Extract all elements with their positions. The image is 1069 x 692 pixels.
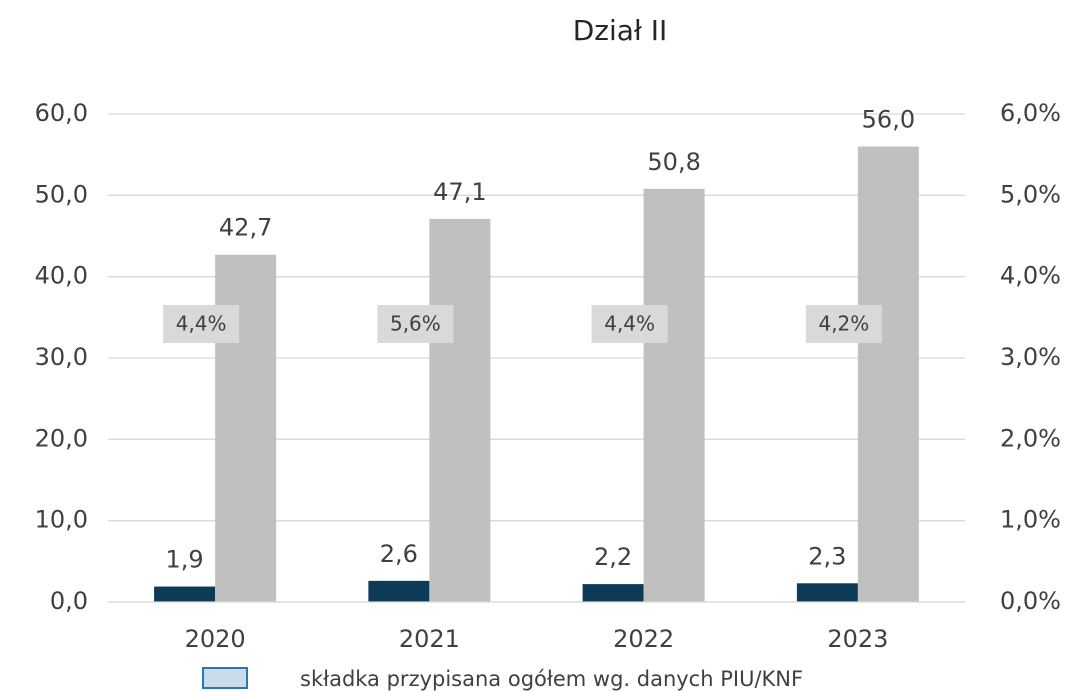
value-label: 42,7	[219, 214, 272, 242]
ratio-label: 4,4%	[176, 312, 227, 336]
y-tick-label: 20,0	[35, 424, 88, 452]
y-tick-label: 50,0	[35, 180, 88, 208]
y-tick-label: 10,0	[35, 506, 88, 534]
ratio-label-box	[591, 305, 668, 343]
value-label: 1,9	[166, 546, 204, 574]
value-label: 2,3	[808, 542, 846, 570]
value-label: 47,1	[433, 178, 486, 206]
ratio-point	[412, 144, 418, 150]
ratio-label: 5,6%	[390, 312, 441, 336]
y2-tick-label: 2,0%	[1000, 424, 1061, 452]
bar	[154, 586, 216, 602]
y-tick-label: 40,0	[35, 262, 88, 290]
y2-tick-label: 0,0%	[1000, 587, 1061, 615]
y-tick-label: 30,0	[35, 343, 88, 371]
ratio-label: 4,4%	[604, 312, 655, 336]
value-label: 50,8	[647, 148, 700, 176]
ratio-point	[198, 241, 204, 247]
bar	[582, 584, 644, 602]
bar	[857, 146, 919, 603]
y-tick-label: 60,0	[35, 99, 88, 127]
chart-title: Dział II	[573, 14, 668, 47]
ratio-point	[841, 257, 847, 263]
value-label: 2,6	[380, 540, 418, 568]
bar	[429, 218, 491, 603]
bar	[368, 580, 430, 602]
ratio-label-box	[377, 305, 454, 343]
legend-label: składka przypisana ogółem wg. danych PIU…	[300, 667, 803, 691]
ratio-point	[627, 241, 633, 247]
bar	[796, 583, 858, 602]
ratio-label-box	[163, 305, 240, 343]
y2-tick-label: 3,0%	[1000, 343, 1061, 371]
x-tick-label: 2020	[185, 625, 246, 653]
value-label: 2,2	[594, 543, 632, 571]
value-label: 56,0	[862, 106, 915, 134]
x-tick-label: 2022	[613, 625, 674, 653]
y2-tick-label: 1,0%	[1000, 506, 1061, 534]
x-tick-label: 2023	[827, 625, 888, 653]
y2-tick-label: 5,0%	[1000, 180, 1061, 208]
ratio-label-box	[805, 305, 882, 343]
bar	[643, 188, 705, 602]
ratio-label: 4,2%	[818, 312, 869, 336]
legend-swatch	[202, 667, 248, 689]
y-tick-label: 0,0	[50, 587, 88, 615]
y2-tick-label: 6,0%	[1000, 99, 1061, 127]
x-tick-label: 2021	[399, 625, 460, 653]
y2-tick-label: 4,0%	[1000, 262, 1061, 290]
